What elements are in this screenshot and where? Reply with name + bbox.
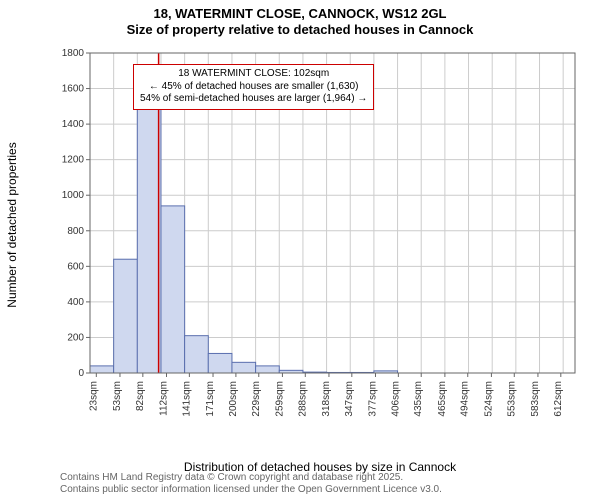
chart-title: 18, WATERMINT CLOSE, CANNOCK, WS12 2GL S… (0, 0, 600, 39)
annotation-box: 18 WATERMINT CLOSE: 102sqm ← 45% of deta… (133, 64, 374, 110)
annotation-line-2: ← 45% of detached houses are smaller (1,… (149, 81, 359, 92)
svg-text:494sqm: 494sqm (460, 381, 471, 417)
footnote-line-1: Contains HM Land Registry data © Crown c… (60, 472, 403, 483)
title-line-1: 18, WATERMINT CLOSE, CANNOCK, WS12 2GL (153, 6, 446, 21)
svg-text:583sqm: 583sqm (530, 381, 541, 417)
svg-text:53sqm: 53sqm (112, 381, 123, 411)
histogram-bar (232, 362, 256, 373)
svg-text:259sqm: 259sqm (274, 381, 285, 417)
histogram-bar (90, 366, 114, 373)
y-axis-label: Number of detached properties (5, 142, 19, 307)
histogram-bar (256, 366, 280, 373)
svg-text:1800: 1800 (62, 48, 85, 59)
svg-text:400: 400 (67, 297, 84, 308)
svg-text:0: 0 (78, 368, 84, 379)
svg-text:112sqm: 112sqm (158, 381, 169, 416)
annotation-line-3: 54% of semi-detached houses are larger (… (140, 93, 367, 104)
svg-text:200: 200 (67, 332, 84, 343)
histogram-bar (208, 353, 232, 373)
svg-text:465sqm: 465sqm (437, 381, 448, 417)
svg-text:600: 600 (67, 261, 84, 272)
title-line-2: Size of property relative to detached ho… (127, 22, 474, 37)
svg-text:1000: 1000 (62, 190, 85, 201)
svg-text:524sqm: 524sqm (483, 381, 494, 417)
svg-text:1200: 1200 (62, 155, 85, 166)
svg-text:1600: 1600 (62, 84, 85, 95)
svg-text:612sqm: 612sqm (553, 381, 564, 417)
svg-text:82sqm: 82sqm (135, 381, 146, 411)
histogram-bar (137, 108, 161, 373)
svg-text:229sqm: 229sqm (251, 381, 262, 417)
svg-text:200sqm: 200sqm (228, 381, 239, 417)
histogram-bar (185, 336, 209, 373)
svg-text:288sqm: 288sqm (297, 381, 308, 417)
svg-text:1400: 1400 (62, 119, 85, 130)
histogram-bar (161, 206, 185, 373)
annotation-line-1: 18 WATERMINT CLOSE: 102sqm (178, 68, 329, 79)
svg-text:435sqm: 435sqm (413, 381, 424, 417)
svg-text:347sqm: 347sqm (344, 381, 355, 417)
svg-text:23sqm: 23sqm (88, 381, 99, 411)
svg-text:318sqm: 318sqm (321, 381, 332, 417)
chart-frame: 18, WATERMINT CLOSE, CANNOCK, WS12 2GL S… (0, 0, 600, 500)
svg-text:377sqm: 377sqm (367, 381, 378, 417)
svg-text:141sqm: 141sqm (181, 381, 192, 417)
svg-text:800: 800 (67, 226, 84, 237)
svg-text:171sqm: 171sqm (205, 381, 216, 417)
footnote-line-2: Contains public sector information licen… (60, 484, 442, 495)
histogram-bar (114, 259, 138, 373)
svg-text:406sqm: 406sqm (390, 381, 401, 417)
footnote: Contains HM Land Registry data © Crown c… (60, 472, 580, 496)
svg-text:553sqm: 553sqm (506, 381, 517, 417)
